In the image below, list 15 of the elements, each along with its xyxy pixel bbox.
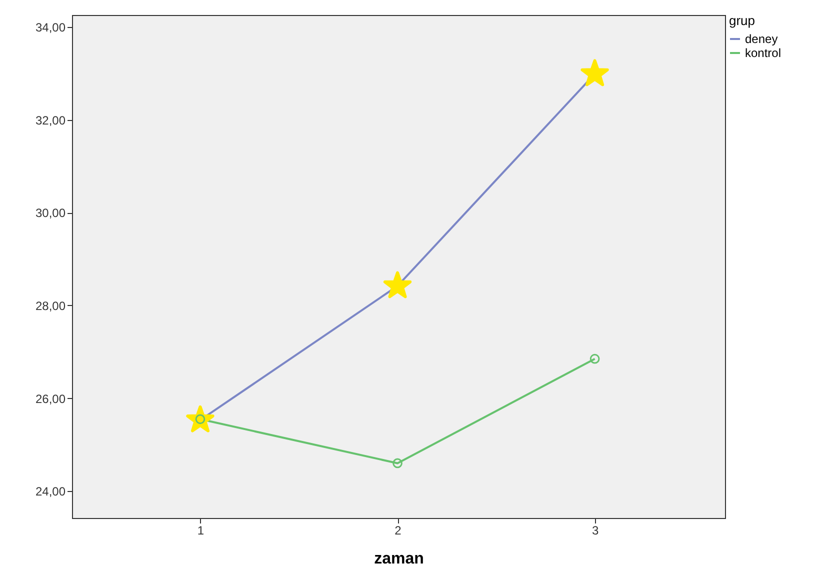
legend-label: deney xyxy=(745,32,778,46)
y-tick-label: 26,00 xyxy=(35,392,66,406)
x-axis-title: zaman xyxy=(374,550,424,568)
legend-label: kontrol xyxy=(745,46,782,60)
y-tick-label: 28,00 xyxy=(35,298,66,313)
y-tick-label: 24,00 xyxy=(35,484,66,499)
y-tick-label: 34,00 xyxy=(35,20,66,35)
x-tick-label: 1 xyxy=(197,524,204,538)
point xyxy=(392,458,402,468)
x-tick-label: 3 xyxy=(592,524,599,538)
y-tick-label: 30,00 xyxy=(35,206,66,220)
y-tick-label: 32,00 xyxy=(35,113,66,128)
legend-title: grup xyxy=(729,13,756,28)
point xyxy=(590,354,600,364)
x-tick-label: 2 xyxy=(394,524,402,538)
